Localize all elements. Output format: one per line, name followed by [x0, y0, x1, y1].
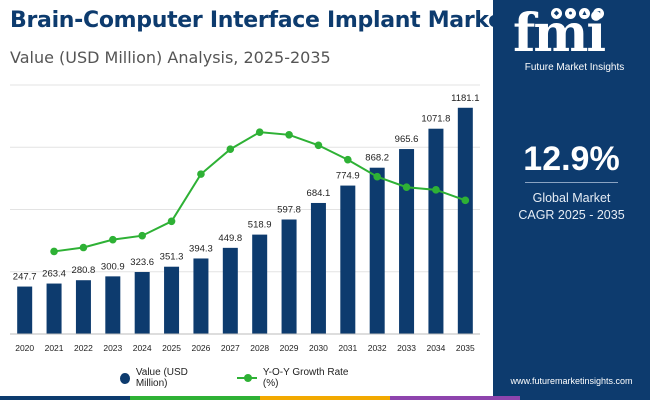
legend-item-growth: Y-O-Y Growth Rate (%) — [237, 367, 356, 389]
x-tick-label: 2025 — [162, 343, 181, 353]
bar-2033 — [399, 149, 415, 334]
growth-point-2033 — [402, 183, 411, 192]
growth-point-2027 — [226, 145, 235, 154]
bar-value-label: 323.6 — [130, 257, 154, 268]
cagr-value: 12.9% — [523, 140, 620, 178]
logo-company-name: Future Market Insights — [524, 62, 625, 73]
bar-2021 — [46, 283, 62, 334]
bar-2030 — [310, 202, 326, 334]
bar-value-label: 774.9 — [336, 171, 360, 182]
fmi-logo: ◆ ● ▲ ■ fmi Future Market Insights — [507, 3, 637, 74]
chart-legend: Value (USD Million) Y-O-Y Growth Rate (%… — [120, 367, 380, 389]
x-tick-label: 2030 — [309, 343, 328, 353]
bar-value-label: 394.3 — [189, 243, 213, 254]
legend-label-value: Value (USD Million) — [135, 367, 188, 389]
strip-segment — [260, 396, 390, 400]
chart-title: Brain-Computer Interface Implant Market — [10, 8, 513, 33]
cagr-label-line2: CAGR 2025 - 2035 — [518, 208, 625, 222]
bar-2028 — [252, 234, 268, 334]
growth-point-2025 — [167, 217, 176, 226]
bar-value-label: 684.1 — [307, 188, 331, 199]
bar-2023 — [105, 276, 121, 334]
x-tick-label: 2027 — [221, 343, 240, 353]
gear-icon: ■ — [593, 8, 604, 19]
legend-label-growth: Y-O-Y Growth Rate (%) — [262, 367, 349, 389]
website-url[interactable]: www.futuremarketinsights.com — [510, 376, 633, 386]
chart-icon: ◆ — [551, 8, 562, 19]
bar-value-label: 300.9 — [101, 261, 125, 272]
growth-point-2021 — [50, 247, 58, 256]
growth-point-2028 — [255, 128, 264, 136]
strip-segment — [390, 396, 520, 400]
bar-value-label: 351.3 — [160, 252, 184, 263]
sidebar-panel: ◆ ● ▲ ■ fmi Future Market Insights 12.9%… — [493, 0, 650, 400]
x-tick-label: 2033 — [397, 343, 416, 353]
strip-segment — [0, 396, 130, 400]
x-tick-label: 2023 — [103, 343, 122, 353]
bar-value-label: 965.6 — [395, 134, 419, 145]
x-tick-label: 2020 — [15, 343, 34, 353]
bar-2026 — [193, 258, 209, 334]
bar-2029 — [281, 219, 297, 334]
bar-2031 — [340, 185, 356, 334]
cagr-label-line1: Global Market — [532, 191, 611, 205]
legend-item-value: Value (USD Million) — [120, 367, 213, 389]
bar-2022 — [75, 280, 91, 334]
x-tick-label: 2026 — [191, 343, 210, 353]
bar-2020 — [17, 286, 33, 334]
bar-value-label: 1071.8 — [421, 114, 450, 125]
bar-2025 — [164, 266, 180, 334]
cart-icon: ● — [565, 8, 576, 19]
x-tick-label: 2021 — [45, 343, 64, 353]
strip-segment — [520, 396, 650, 400]
bar-2034 — [428, 128, 444, 334]
x-tick-label: 2031 — [338, 343, 357, 353]
legend-line-swatch — [237, 374, 257, 382]
x-tick-label: 2029 — [280, 343, 299, 353]
x-tick-label: 2032 — [368, 343, 387, 353]
growth-point-2026 — [197, 170, 205, 178]
bar-value-label: 597.8 — [277, 204, 301, 215]
person-icon: ▲ — [579, 8, 590, 19]
x-tick-label: 2024 — [133, 343, 152, 353]
chart-subtitle: Value (USD Million) Analysis, 2025-2035 — [10, 48, 331, 67]
bar-value-label: 1181.1 — [451, 93, 479, 104]
bar-value-label: 280.8 — [72, 265, 96, 276]
bar-value-label: 518.9 — [248, 220, 272, 231]
bar-value-label: 247.7 — [13, 272, 37, 283]
growth-point-2030 — [314, 141, 323, 150]
growth-point-2031 — [344, 155, 352, 164]
bar-2027 — [222, 247, 238, 334]
growth-point-2023 — [109, 235, 117, 244]
bar-2032 — [369, 167, 385, 334]
x-tick-label: 2034 — [426, 343, 445, 353]
x-tick-label: 2028 — [250, 343, 269, 353]
bottom-color-strip — [0, 396, 650, 400]
cagr-label: Global Market CAGR 2025 - 2035 — [493, 190, 650, 224]
bar-2035 — [457, 107, 473, 334]
strip-segment — [130, 396, 260, 400]
growth-point-2032 — [373, 172, 381, 181]
bar-value-label: 868.2 — [365, 153, 389, 164]
growth-point-2024 — [138, 231, 146, 240]
growth-point-2034 — [432, 186, 440, 194]
bar-2024 — [134, 272, 150, 334]
legend-bar-swatch — [120, 372, 130, 384]
growth-point-2035 — [461, 196, 470, 205]
x-tick-label: 2022 — [74, 343, 93, 353]
cagr-divider — [525, 182, 618, 183]
logo-icons: ◆ ● ▲ ■ — [551, 8, 607, 19]
bar-value-label: 449.8 — [218, 233, 242, 244]
x-tick-label: 2035 — [456, 343, 475, 353]
growth-point-2029 — [285, 131, 293, 139]
market-chart: 247.7 2020 263.4 2021 280.8 2022 300.9 2023 323.… — [10, 84, 480, 353]
logo-wordmark: fmi — [513, 3, 606, 64]
bar-value-label: 263.4 — [42, 269, 66, 280]
growth-point-2022 — [79, 243, 88, 252]
